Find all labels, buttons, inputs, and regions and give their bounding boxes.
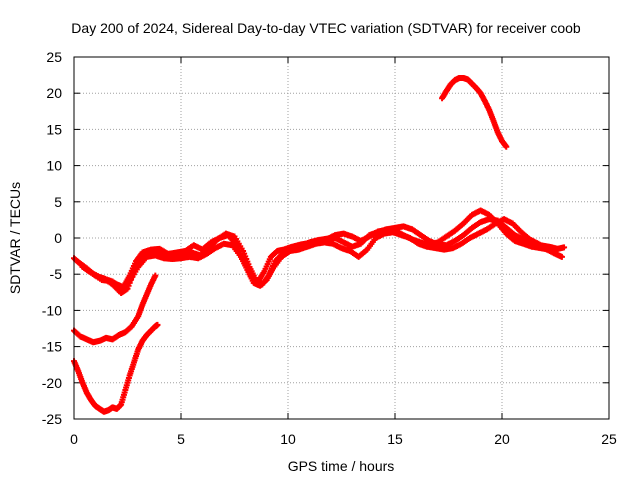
data-point [561, 244, 568, 251]
y-tick-label: 10 [46, 158, 62, 174]
y-tick-label: 25 [46, 49, 62, 65]
grid [74, 57, 609, 419]
y-tick-label: -25 [42, 411, 62, 427]
x-tick-label: 0 [70, 431, 78, 447]
series-main-band-c [79, 216, 565, 294]
y-tick-label: -20 [42, 375, 62, 391]
axis-ticks [73, 56, 610, 420]
series-low-arc [71, 321, 161, 415]
y-tick-label: -15 [42, 339, 62, 355]
data-points [71, 74, 568, 415]
data-point [503, 143, 510, 150]
y-tick-label: -5 [50, 266, 63, 282]
y-tick-label: -10 [42, 302, 62, 318]
x-axis-label: GPS time / hours [288, 458, 395, 474]
series-mid-arc [71, 272, 159, 346]
x-tick-label: 15 [387, 431, 403, 447]
data-point [554, 245, 561, 252]
chart-title: Day 200 of 2024, Sidereal Day-to-day VTE… [71, 20, 581, 36]
x-tick-label: 25 [601, 431, 617, 447]
x-tick-label: 10 [280, 431, 296, 447]
data-point [154, 321, 161, 328]
series-high-arc [439, 74, 510, 150]
y-tick-label: 0 [54, 230, 62, 246]
y-tick-label: 15 [46, 121, 62, 137]
y-tick-label: 20 [46, 85, 62, 101]
data-point [152, 272, 159, 279]
data-point [558, 253, 565, 260]
y-tick-label: 5 [54, 194, 62, 210]
y-axis-label: SDTVAR / TECUs [7, 182, 23, 294]
x-tick-label: 20 [494, 431, 510, 447]
plot-border [73, 56, 610, 420]
axis-tick-labels: 0 5 10 15 20 25 -25 -20 -15 -10 -5 0 5 10 15 20 25 [42, 49, 617, 447]
x-tick-label: 5 [177, 431, 185, 447]
